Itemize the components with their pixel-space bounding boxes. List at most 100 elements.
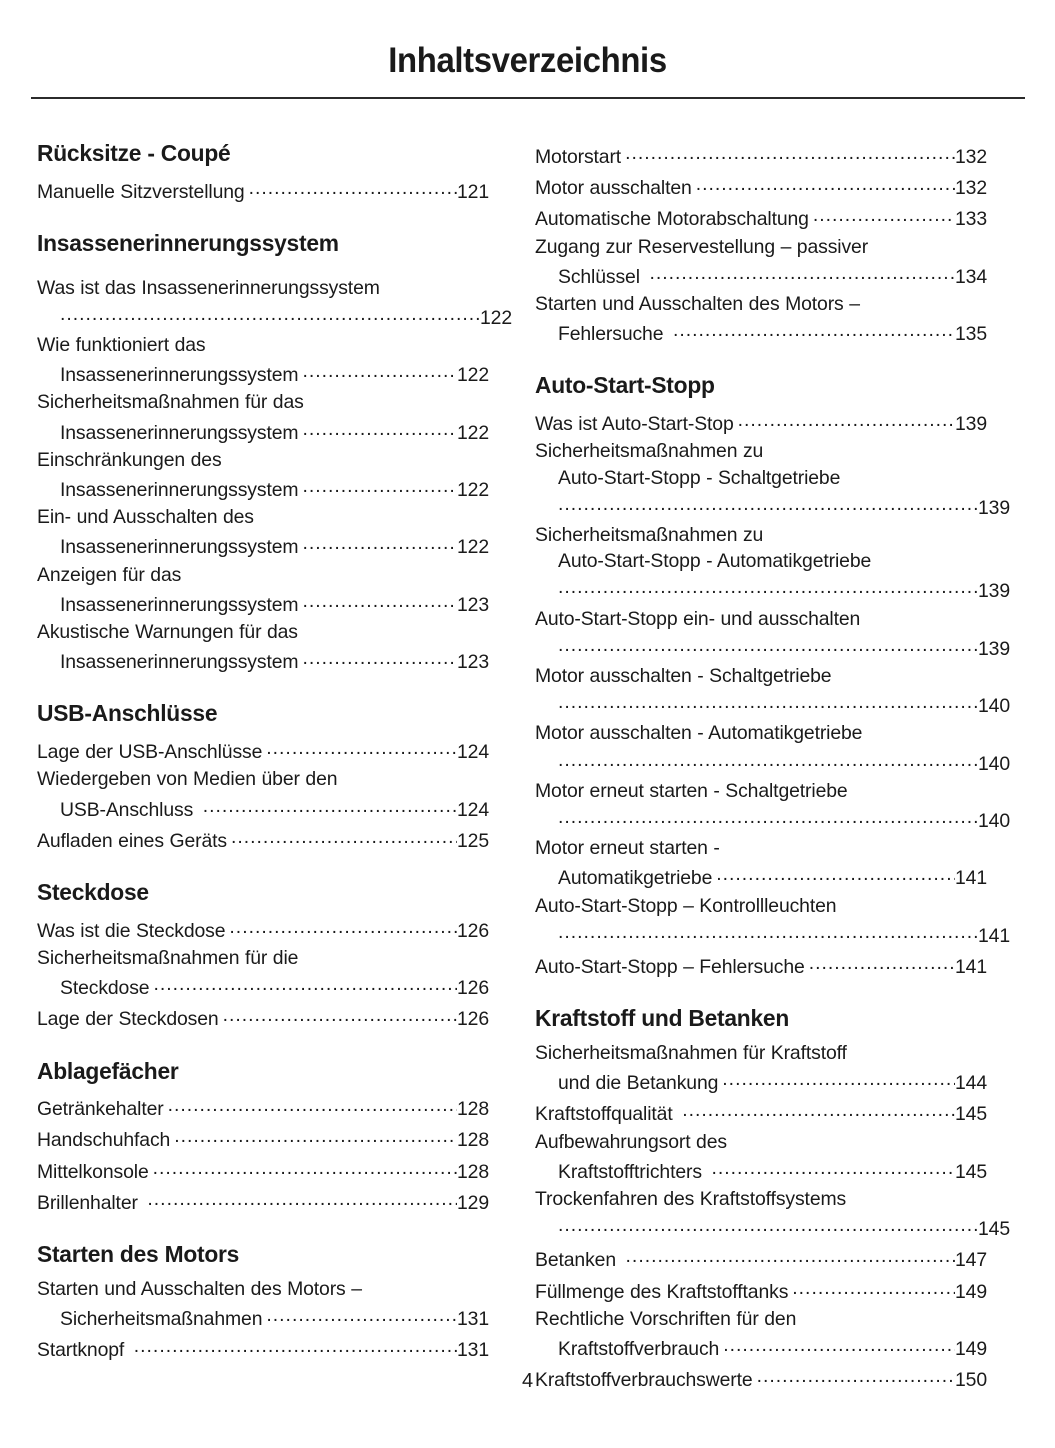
toc-entry-label: Trockenfahren des Kraftstoffsystems xyxy=(535,1187,847,1210)
toc-entry[interactable]: Wiedergeben von Medien über den USB-Ansch… xyxy=(37,766,489,822)
toc-page-number: 133 xyxy=(955,208,987,231)
toc-entry[interactable]: Akustische Warnungen für das Insassenerin… xyxy=(37,619,489,675)
toc-entry-label: Wie funktioniert das xyxy=(37,334,206,357)
section-heading: Starten des Motors xyxy=(37,1241,240,1268)
dot-leader xyxy=(558,574,978,600)
toc-entry[interactable]: Auto-Start-Stopp ein- und ausschalten 139 xyxy=(535,606,1010,662)
toc-entry[interactable]: Auto-Start-Stopp – Fehlersuche 141 xyxy=(535,950,987,980)
toc-page-number: 122 xyxy=(457,421,489,444)
toc-entry[interactable]: Kraftstoffqualität 145 xyxy=(535,1097,987,1127)
dot-leader xyxy=(266,1302,457,1328)
toc-entry[interactable]: Motor ausschalten - Schaltgetriebe 140 xyxy=(535,663,1010,719)
toc-entry[interactable]: Lage der USB-Anschlüsse 124 xyxy=(37,735,489,765)
dot-leader xyxy=(249,175,457,201)
toc-entry[interactable]: Sicherheitsmaßnahmen für Kraftstoff und d… xyxy=(535,1040,987,1096)
toc-entry-label: Was ist das Insassenerinnerungssystem xyxy=(37,276,380,299)
toc-entry-label: Insassenerinnerungssystem xyxy=(60,593,299,616)
toc-entry[interactable]: Trockenfahren des Kraftstoffsystems 145 xyxy=(535,1186,1010,1242)
toc-section: USB-Anschlüsse Lage der USB-Anschlüsse 124… xyxy=(37,700,489,854)
toc-entry-label: Handschuhfach xyxy=(37,1129,171,1152)
toc-entry[interactable]: Was ist das Insassenerinnerungssystem 122 xyxy=(37,275,512,331)
toc-entry-label: Kraftstoffverbrauchswerte xyxy=(535,1369,753,1392)
toc-entry[interactable]: Aufladen eines Geräts 125 xyxy=(37,824,489,854)
toc-entry-label: Auto-Start-Stopp – Fehlersuche xyxy=(535,956,805,978)
toc-entry[interactable]: Einschränkungen des Insassenerinnerungssy… xyxy=(37,447,489,503)
toc-entry[interactable]: Motor erneut starten - Automatikgetriebe 1… xyxy=(535,835,987,891)
toc-page-number: 128 xyxy=(457,1160,489,1183)
toc-entry[interactable]: Sicherheitsmaßnahmen für die Steckdose 126 xyxy=(37,945,489,1001)
toc-entry[interactable]: Motor ausschalten 132 xyxy=(535,171,987,201)
toc-page-number: 122 xyxy=(457,364,489,387)
toc-page-number: 134 xyxy=(955,265,987,288)
toc-page-number: 139 xyxy=(978,580,1010,603)
toc-entry-label: Sicherheitsmaßnahmen xyxy=(60,1308,263,1330)
toc-entry[interactable]: Was ist Auto-Start-Stop 139 xyxy=(535,407,987,437)
toc-entry-label: Betanken xyxy=(535,1249,622,1272)
toc-entry[interactable]: Brillenhalter 129 xyxy=(37,1186,489,1216)
page-number: 4 xyxy=(521,1370,534,1392)
toc-page-number: 149 xyxy=(955,1337,987,1360)
toc-entry[interactable]: Auto-Start-Stopp – Kontrollleuchten 141 xyxy=(535,893,1010,949)
toc-entry[interactable]: Sicherheitsmaßnahmen zu Auto-Start-Stopp … xyxy=(535,522,1010,605)
dot-leader xyxy=(558,491,978,517)
dot-leader xyxy=(302,588,457,614)
toc-entry[interactable]: Kraftstoffverbrauchswerte 150 xyxy=(535,1363,987,1393)
toc-entry[interactable]: Starten und Ausschalten des Motors – Fehl… xyxy=(535,291,987,347)
toc-entry[interactable]: Motorstart 132 xyxy=(535,140,987,170)
toc-entry[interactable]: Sicherheitsmaßnahmen zu Auto-Start-Stopp … xyxy=(535,438,1010,521)
toc-page-number: 121 xyxy=(457,180,489,203)
toc-entry-label: Füllmenge des Kraftstofftanks xyxy=(535,1280,789,1303)
toc-entry-label: Aufladen eines Geräts xyxy=(37,829,227,852)
toc-page-number: 144 xyxy=(955,1072,987,1095)
toc-entry[interactable]: Motor erneut starten - Schaltgetriebe 140 xyxy=(535,778,1010,834)
toc-entry[interactable]: Startknopf 131 xyxy=(37,1333,489,1363)
toc-entry[interactable]: Betanken 147 xyxy=(535,1243,987,1273)
toc-entry[interactable]: Handschuhfach 128 xyxy=(37,1123,489,1153)
toc-entry-label: Sicherheitsmaßnahmen zu xyxy=(535,440,764,463)
dot-leader xyxy=(266,735,457,761)
toc-entry-label: Auto-Start-Stopp - Automatikgetriebe xyxy=(558,550,872,573)
toc-entry-label: Sicherheitsmaßnahmen für die xyxy=(37,946,299,969)
toc-entry[interactable]: Starten und Ausschalten des Motors – Sich… xyxy=(37,1276,489,1332)
toc-entry-label: Startknopf xyxy=(37,1339,130,1362)
toc-entry[interactable]: Sicherheitsmaßnahmen für das Insassenerin… xyxy=(37,389,489,445)
toc-entry[interactable]: Zugang zur Reservestellung – passiver Sch… xyxy=(535,234,987,290)
toc-entry[interactable]: Anzeigen für das Insassenerinnerungssyste… xyxy=(37,562,489,618)
toc-page-number: 126 xyxy=(457,977,489,1000)
toc-entry[interactable]: Was ist die Steckdose 126 xyxy=(37,914,489,944)
toc-entry-label: Rechtliche Vorschriften für den xyxy=(535,1307,797,1330)
dot-leader xyxy=(711,1155,955,1181)
toc-page-number: 131 xyxy=(457,1339,489,1362)
dot-leader xyxy=(716,861,955,887)
toc-entry-label: Kraftstofftrichters xyxy=(558,1160,708,1183)
toc-entry[interactable]: Rechtliche Vorschriften für den Kraftstof… xyxy=(535,1306,987,1362)
toc-page-number: 150 xyxy=(955,1369,987,1392)
toc-entry-label: Brillenhalter xyxy=(37,1191,144,1214)
toc-entry-label: Wiedergeben von Medien über den xyxy=(37,768,338,791)
toc-page-number: 122 xyxy=(457,479,489,502)
dot-leader xyxy=(649,260,955,286)
toc-page-number: 125 xyxy=(457,829,489,852)
dot-leader xyxy=(813,202,955,228)
toc-page-number: 140 xyxy=(978,752,1010,775)
toc-entry[interactable]: Füllmenge des Kraftstofftanks 149 xyxy=(535,1275,987,1305)
toc-entry[interactable]: Mittelkonsole 128 xyxy=(37,1155,489,1185)
toc-entry-label: Auto-Start-Stopp ein- und ausschalten xyxy=(535,607,861,630)
toc-entry-label: Motor erneut starten - Schaltgetriebe xyxy=(535,779,848,802)
dot-leader xyxy=(302,416,457,442)
toc-page-number: 141 xyxy=(978,924,1010,947)
toc-entry[interactable]: Motor ausschalten - Automatikgetriebe 140 xyxy=(535,720,1010,776)
toc-entry[interactable]: Ein- und Ausschalten des Insassenerinneru… xyxy=(37,504,489,560)
dot-leader xyxy=(168,1092,457,1118)
toc-entry[interactable]: Lage der Steckdosen 126 xyxy=(37,1002,489,1032)
toc-entry[interactable]: Manuelle Sitzverstellung 121 xyxy=(37,175,489,205)
toc-entry[interactable]: Automatische Motorabschaltung 133 xyxy=(535,202,987,232)
toc-entry[interactable]: Aufbewahrungsort des Kraftstofftrichters … xyxy=(535,1129,987,1185)
dot-leader xyxy=(696,171,955,197)
toc-entry[interactable]: Getränkehalter 128 xyxy=(37,1092,489,1122)
toc-entry-label: Automatische Motorabschaltung xyxy=(535,208,809,231)
toc-entry[interactable]: Wie funktioniert das Insassenerinnerungss… xyxy=(37,332,489,388)
dot-leader xyxy=(673,317,955,343)
